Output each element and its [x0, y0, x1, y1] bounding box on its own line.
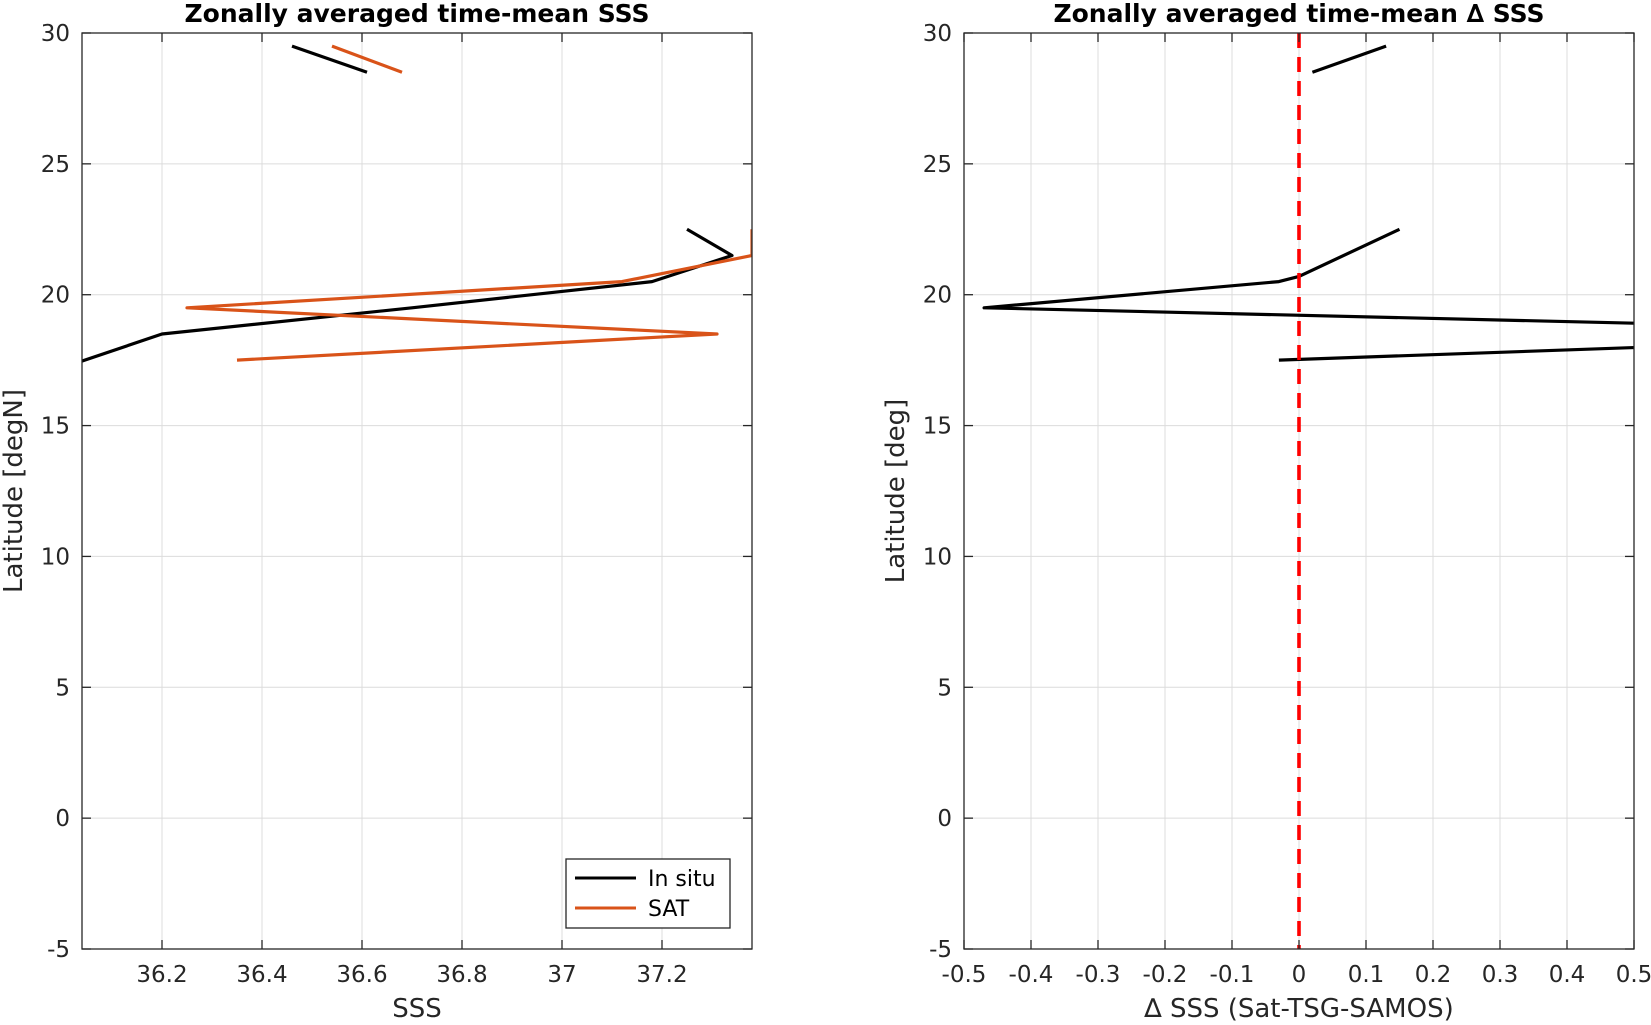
delta-sss-y-tick-label: -5: [929, 937, 952, 963]
delta-sss-x-tick-label: -0.3: [1076, 962, 1121, 988]
delta-sss-x-tick-label: 0.2: [1415, 962, 1452, 988]
delta-sss-y-tick-label: 20: [923, 283, 952, 309]
sss-legend: In situ SAT: [565, 858, 731, 929]
sss-x-tick-label: 36.8: [436, 962, 487, 988]
sss-y-tick-label: 20: [41, 283, 70, 309]
legend-in-situ-label: In situ: [648, 867, 716, 892]
delta-sss-y-tick-labels: -5 0 5 10 15 20 25 30: [923, 21, 952, 963]
delta-sss-x-tick-label: -0.2: [1143, 962, 1188, 988]
sss-y-tick-label: -5: [47, 937, 70, 963]
delta-sss-x-tick-label: 0: [1292, 962, 1307, 988]
delta-sss-y-tick-label: 0: [937, 806, 952, 832]
delta-sss-y-tick-label: 30: [923, 21, 952, 47]
sss-y-axis-label: Latitude [degN]: [0, 389, 29, 593]
sss-y-tick-label: 30: [41, 21, 70, 47]
sss-axes-box: [81, 32, 753, 950]
sss-x-tick-label: 37: [547, 962, 576, 988]
delta-sss-x-tick-label: 0.3: [1482, 962, 1519, 988]
sss-x-tick-label: 36.6: [336, 962, 387, 988]
sss-y-tick-label: 15: [41, 414, 70, 440]
delta-sss-x-tick-label: 0.5: [1616, 962, 1651, 988]
sss-series-in-situ-line: [82, 227, 734, 363]
sss-x-axis-label: SSS: [392, 994, 442, 1024]
sss-panel: 36.2 36.4 36.6 36.8 37 37.2 -5 0 5 10 15 20 25 30 Zo…: [0, 0, 753, 1024]
sss-series-sat-line: [331, 44, 403, 74]
delta-sss-x-tick-label: -0.5: [942, 962, 987, 988]
delta-sss-series-delta-line: [982, 227, 1634, 325]
delta-sss-x-tick-label: 0.1: [1348, 962, 1385, 988]
sss-y-tick-labels: -5 0 5 10 15 20 25 30: [41, 21, 70, 963]
delta-sss-y-tick-label: 15: [923, 414, 952, 440]
delta-sss-panel: -0.5 -0.4 -0.3 -0.2 -0.1 0 0.1 0.2 0.3 0.4 0.5 -5 0…: [881, 0, 1651, 1024]
sss-gridlines: [82, 32, 752, 950]
sss-y-tick-label: 25: [41, 152, 70, 178]
delta-sss-x-tick-label: -0.1: [1210, 962, 1255, 988]
delta-sss-x-tick-label: -0.4: [1009, 962, 1054, 988]
sss-plot-area: [82, 44, 752, 363]
sss-series-in-situ-line: [291, 44, 368, 74]
delta-sss-y-tick-label: 5: [937, 675, 952, 701]
sss-y-tick-label: 10: [41, 544, 70, 570]
delta-sss-x-axis-label: ∆ SSS (Sat-TSG-SAMOS): [1143, 994, 1453, 1024]
sss-x-tick-label: 36.4: [236, 962, 287, 988]
delta-sss-y-tick-label: 10: [923, 544, 952, 570]
delta-sss-chart-title: Zonally averaged time-mean ∆ SSS: [1053, 0, 1544, 28]
sss-x-tick-label: 36.2: [136, 962, 187, 988]
sss-ticks: [82, 32, 752, 950]
sss-chart-title: Zonally averaged time-mean SSS: [185, 0, 650, 28]
delta-sss-series-delta-line: [1278, 345, 1634, 362]
sss-series-sat-line: [185, 229, 752, 362]
delta-sss-series-delta-line: [1311, 44, 1387, 74]
sss-x-tick-label: 37.2: [636, 962, 687, 988]
sss-y-tick-label: 5: [55, 675, 70, 701]
delta-sss-x-tick-label: 0.4: [1549, 962, 1586, 988]
delta-sss-y-tick-label: 25: [923, 152, 952, 178]
delta-sss-y-axis-label: Latitude [deg]: [881, 399, 911, 584]
delta-sss-plot-area: [982, 33, 1634, 949]
legend-sat-label: SAT: [648, 897, 690, 922]
sss-y-tick-label: 0: [55, 806, 70, 832]
delta-sss-ticks: [963, 32, 1635, 950]
sss-x-tick-labels: 36.2 36.4 36.6 36.8 37 37.2: [136, 962, 687, 988]
legend-box: [565, 858, 731, 929]
delta-sss-x-tick-labels: -0.5 -0.4 -0.3 -0.2 -0.1 0 0.1 0.2 0.3 0.4 0.5: [942, 962, 1651, 988]
